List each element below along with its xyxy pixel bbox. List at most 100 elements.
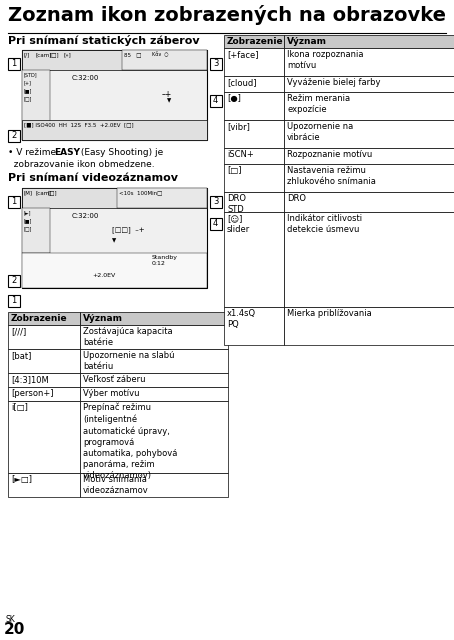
Bar [80, 349, 228, 373]
Text: Pri snímaní statických záberov: Pri snímaní statických záberov [8, 35, 200, 46]
Text: iSCN+: iSCN+ [227, 150, 254, 159]
Text: Zoznam ikon zobrazených na obrazovke: Zoznam ikon zobrazených na obrazovke [8, 5, 446, 25]
Text: Ikona rozpoznania
motívu: Ikona rozpoznania motívu [287, 50, 364, 70]
Bar [80, 473, 228, 497]
Text: DRO: DRO [287, 194, 306, 203]
Bar [8, 373, 80, 387]
Text: Nastavenia režimu
zhlukového snímania: Nastavenia režimu zhlukového snímania [287, 166, 376, 186]
Bar [284, 192, 454, 212]
Text: [///]: [///] [11, 327, 26, 336]
Text: Zobrazenie: Zobrazenie [227, 37, 284, 46]
Text: [►]: [►] [24, 210, 31, 215]
Bar [284, 76, 454, 92]
Bar [8, 473, 80, 497]
Text: Význam: Význam [83, 314, 123, 323]
Bar [80, 373, 228, 387]
Bar [284, 212, 454, 307]
Text: Standby
0:12: Standby 0:12 [152, 255, 178, 266]
Text: [cloud]: [cloud] [227, 78, 257, 87]
Bar [22, 188, 207, 208]
Text: x1.4sQ
PQ: x1.4sQ PQ [227, 309, 256, 329]
Bar [8, 401, 80, 473]
Text: EASY: EASY [54, 148, 80, 157]
Bar [8, 325, 80, 349]
Text: Prepínač režimu
(inteligentné
automatické úpravy,
programová
automatika, pohybov: Prepínač režimu (inteligentné automatick… [83, 403, 178, 481]
Bar [224, 148, 284, 164]
Bar [22, 120, 207, 140]
Text: [M]: [M] [24, 190, 33, 195]
Bar [8, 295, 20, 307]
Bar [224, 35, 284, 48]
Text: Zobrazenie: Zobrazenie [11, 314, 68, 323]
Bar [284, 35, 454, 48]
Text: Motív snímania
videozáznamov: Motív snímania videozáznamov [83, 475, 149, 495]
Text: [+]: [+] [24, 80, 32, 85]
Bar [284, 92, 454, 120]
Text: Zostávajúca kapacita
batérie: Zostávajúca kapacita batérie [83, 327, 173, 347]
Bar [284, 120, 454, 148]
Bar [80, 325, 228, 349]
Text: [●]: [●] [227, 94, 241, 103]
Text: [vibr]: [vibr] [227, 122, 250, 131]
Text: [cam]: [cam] [36, 52, 52, 57]
Bar [224, 76, 284, 92]
Text: –+: –+ [162, 90, 172, 99]
Text: Výber motívu: Výber motívu [83, 389, 139, 398]
Bar [8, 312, 80, 325]
Bar [284, 307, 454, 345]
Bar [8, 275, 20, 287]
Bar [224, 307, 284, 345]
Text: ▼: ▼ [112, 238, 116, 243]
Bar [8, 58, 20, 70]
Text: SK: SK [6, 615, 16, 624]
Bar [210, 196, 222, 208]
Bar [22, 50, 207, 140]
Bar [80, 312, 228, 325]
Text: [☺]
slider: [☺] slider [227, 214, 250, 234]
Bar [224, 120, 284, 148]
Bar [284, 164, 454, 192]
Text: [cam]: [cam] [36, 190, 52, 195]
Text: i[□]: i[□] [11, 403, 28, 412]
Text: • V režime: • V režime [8, 148, 59, 157]
Bar [8, 349, 80, 373]
Text: Režim merania
expozície: Režim merania expozície [287, 94, 350, 114]
Bar [80, 387, 228, 401]
Bar [22, 50, 207, 70]
Bar [210, 95, 222, 107]
Text: ▼: ▼ [167, 98, 171, 103]
Text: [4:3]10M: [4:3]10M [11, 375, 49, 384]
Text: [■]: [■] [24, 88, 32, 93]
Bar [8, 387, 80, 401]
Text: C:32:00: C:32:00 [72, 75, 99, 81]
Bar [284, 148, 454, 164]
Bar [210, 58, 222, 70]
Text: 85   □: 85 □ [124, 52, 142, 57]
Text: [STD]: [STD] [24, 72, 38, 77]
Text: Indikátor citlivosti
detekcie úsmevu: Indikátor citlivosti detekcie úsmevu [287, 214, 362, 234]
Text: Pri snímaní videozáznamov: Pri snímaní videozáznamov [8, 173, 178, 183]
Text: Význam: Význam [287, 37, 327, 46]
Text: 3: 3 [213, 59, 218, 68]
Bar [8, 130, 20, 142]
Bar [22, 208, 50, 253]
Text: [□]: [□] [24, 226, 32, 231]
Text: DRO
STD: DRO STD [227, 194, 246, 214]
Text: 1: 1 [11, 296, 16, 305]
Text: 1: 1 [11, 197, 16, 206]
Text: [□]: [□] [24, 96, 32, 101]
Bar [8, 196, 20, 208]
Text: Kἄν  ○: Kἄν ○ [152, 52, 168, 58]
Text: 2: 2 [11, 276, 16, 285]
Text: 4: 4 [213, 96, 218, 105]
Text: [»]: [»] [64, 52, 72, 57]
Text: [□]: [□] [50, 52, 59, 57]
Text: Vyváženie bielej farby: Vyváženie bielej farby [287, 78, 380, 87]
Text: Rozpoznanie motívu: Rozpoznanie motívu [287, 150, 372, 159]
Text: 1: 1 [11, 59, 16, 68]
Text: Upozornenie na
vibrácie: Upozornenie na vibrácie [287, 122, 353, 142]
Text: 2: 2 [11, 131, 16, 140]
Bar [224, 164, 284, 192]
Text: [□]: [□] [227, 166, 242, 175]
Text: Veľkosť záberu: Veľkosť záberu [83, 375, 145, 384]
